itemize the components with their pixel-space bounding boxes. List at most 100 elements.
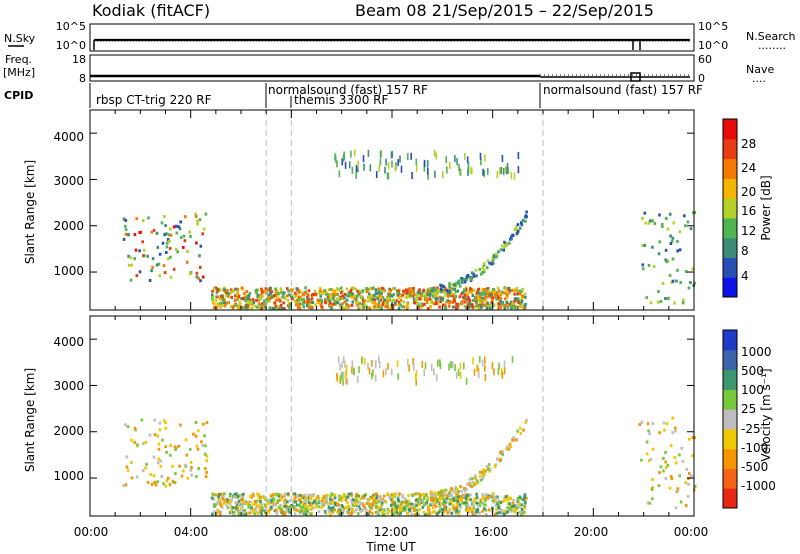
- freq-label-line2: [MHz]: [3, 66, 35, 79]
- echo-cell: [363, 357, 366, 365]
- echo-cell: [671, 279, 675, 283]
- echo-cell: [331, 501, 334, 505]
- echo-cell: [520, 512, 523, 516]
- echo-cell: [306, 495, 310, 499]
- echo-cell: [305, 508, 309, 512]
- echo-cell: [436, 501, 440, 505]
- echo-cell: [250, 495, 254, 499]
- echo-cell: [355, 502, 358, 505]
- echo-cell: [263, 503, 267, 507]
- noise-right-tick-bottom: 10^0: [698, 39, 728, 52]
- echo-cell: [496, 171, 499, 179]
- echo-cell: [220, 301, 223, 305]
- echo-cell: [448, 363, 450, 371]
- echo-cell: [352, 286, 355, 290]
- echo-cell: [475, 292, 478, 296]
- echo-cell: [475, 501, 478, 505]
- echo-cell: [189, 468, 193, 472]
- echo-cell: [421, 501, 424, 505]
- echo-cell: [476, 290, 479, 294]
- echo-cell: [457, 369, 460, 377]
- echo-cell: [311, 501, 315, 505]
- echo-cell: [467, 305, 470, 309]
- echo-cell: [141, 240, 144, 244]
- echo-cell: [322, 495, 326, 499]
- echo-cell: [331, 292, 335, 296]
- echo-cell: [323, 499, 327, 502]
- echo-cell: [497, 289, 501, 293]
- echo-cell: [215, 291, 219, 295]
- echo-cell: [350, 286, 354, 290]
- echo-cell: [402, 509, 405, 513]
- echo-cell: [438, 496, 442, 500]
- echo-cell: [648, 459, 651, 463]
- echo-cell: [259, 303, 263, 307]
- echo-cell: [508, 241, 511, 245]
- echo-cell: [152, 228, 156, 232]
- echo-cell: [251, 510, 255, 514]
- echo-cell: [381, 296, 385, 300]
- echo-cell: [169, 444, 172, 447]
- echo-cell: [247, 306, 250, 310]
- echo-cell: [456, 158, 458, 166]
- echo-cell: [475, 508, 479, 512]
- echo-cell: [202, 227, 206, 231]
- power-range-tick-1000: 1000: [53, 264, 84, 278]
- echo-cell: [278, 494, 281, 498]
- echo-cell: [467, 296, 470, 300]
- echo-cell: [212, 503, 216, 507]
- echo-cell: [290, 504, 293, 507]
- noise-left-tick-top: 10^5: [56, 20, 86, 33]
- echo-cell: [148, 279, 152, 282]
- echo-cell: [658, 213, 661, 217]
- echo-cell: [351, 366, 353, 374]
- echo-cell: [429, 503, 432, 507]
- echo-cell: [503, 367, 506, 375]
- echo-cell: [443, 505, 446, 509]
- echo-cell: [354, 287, 357, 291]
- echo-cell: [297, 303, 301, 307]
- echo-cell: [393, 301, 397, 305]
- echo-cell: [223, 501, 226, 505]
- echo-cell: [314, 303, 317, 307]
- echo-cell: [320, 499, 324, 503]
- echo-cell: [397, 303, 401, 307]
- echo-cell: [349, 288, 353, 292]
- echo-cell: [468, 290, 472, 294]
- echo-cell: [129, 256, 132, 260]
- echo-cell: [220, 303, 224, 307]
- echo-cell: [160, 474, 163, 478]
- echo-cell: [164, 224, 167, 228]
- echo-cell: [515, 438, 518, 442]
- echo-cell: [398, 507, 401, 510]
- echo-cell: [377, 510, 380, 514]
- echo-cell: [455, 502, 459, 505]
- echo-cell: [433, 509, 436, 513]
- echo-cell: [465, 286, 468, 290]
- echo-cell: [253, 512, 257, 516]
- echo-cell: [199, 279, 202, 283]
- echo-cell: [446, 166, 448, 174]
- echo-cell: [412, 506, 416, 509]
- echo-cell: [489, 293, 493, 297]
- echo-cell: [455, 371, 458, 379]
- echo-cell: [456, 499, 459, 503]
- echo-cell: [124, 423, 127, 427]
- echo-cell: [462, 295, 465, 299]
- echo-cell: [407, 502, 410, 506]
- echo-cell: [499, 248, 503, 252]
- echo-cell: [272, 493, 276, 497]
- echo-cell: [153, 433, 157, 437]
- echo-cell: [406, 290, 409, 294]
- echo-cell: [503, 303, 506, 307]
- echo-cell: [324, 511, 328, 515]
- echo-cell: [475, 274, 478, 278]
- echo-cell: [383, 298, 387, 302]
- echo-cell: [387, 362, 389, 370]
- echo-cell: [455, 307, 458, 310]
- echo-cell: [454, 492, 458, 496]
- echo-cell: [356, 289, 359, 293]
- echo-cell: [343, 296, 346, 300]
- echo-cell: [329, 295, 332, 299]
- echo-cell: [513, 172, 516, 180]
